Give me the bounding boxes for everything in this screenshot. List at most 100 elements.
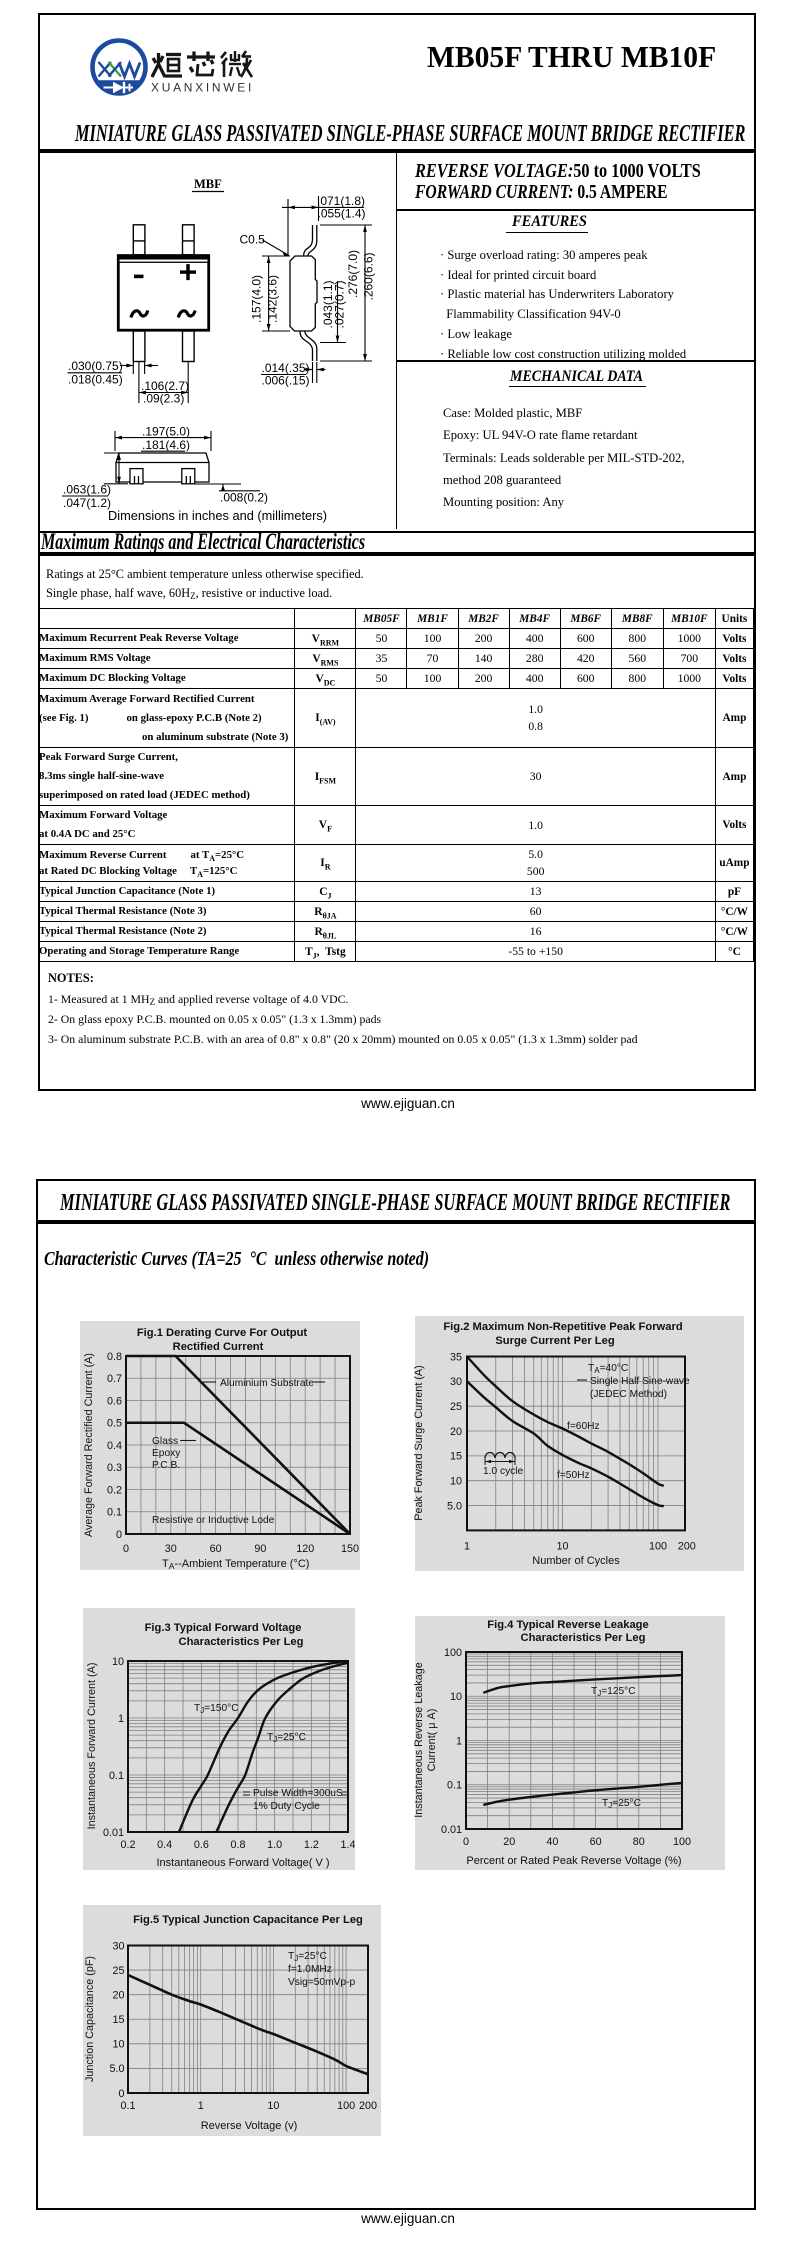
svg-text:20: 20 [503, 1836, 515, 1848]
svg-text:C0.5: C0.5 [240, 233, 266, 247]
svg-text:5.0: 5.0 [109, 2063, 124, 2075]
svg-text:1.0 cycle: 1.0 cycle [483, 1466, 524, 1477]
svg-text:0.3: 0.3 [107, 1462, 122, 1474]
svg-text:Fig.5 Typical Junction Capacit: Fig.5 Typical Junction Capacitance Per L… [133, 1914, 363, 1926]
svg-text:.027(0.7): .027(0.7) [333, 280, 347, 328]
svg-text:.063(1.6): .063(1.6) [63, 483, 111, 497]
svg-text:.106(2.7): .106(2.7) [141, 379, 189, 393]
svg-text:0.2: 0.2 [107, 1484, 122, 1496]
svg-text:.006(.15): .006(.15) [262, 374, 310, 388]
svg-text:0.01: 0.01 [441, 1824, 462, 1836]
svg-text:35: 35 [450, 1351, 462, 1363]
svg-text:Surge Current Per Leg: Surge Current Per Leg [495, 1335, 615, 1347]
svg-text:0.01: 0.01 [103, 1827, 124, 1839]
svg-text:1: 1 [456, 1735, 462, 1747]
svg-text:0.8: 0.8 [107, 1351, 122, 1363]
svg-text:60: 60 [210, 1543, 222, 1555]
svg-text:Peak Forward Surge Current (A): Peak Forward Surge Current (A) [413, 1365, 425, 1520]
svg-text:1: 1 [198, 2100, 204, 2112]
svg-text:0.4: 0.4 [157, 1839, 172, 1851]
svg-text:f=1.0MHz: f=1.0MHz [288, 1964, 332, 1975]
svg-text:Dimensions in inches and (mill: Dimensions in inches and (millimeters) [108, 508, 327, 523]
svg-text:Vsig=50mVp-p: Vsig=50mVp-p [288, 1977, 355, 1988]
svg-text:TJ=150°C: TJ=150°C [194, 1703, 239, 1715]
svg-text:Fig.4 Typical Reverse Leakage: Fig.4 Typical Reverse Leakage [487, 1619, 648, 1631]
svg-text:Epoxy: Epoxy [152, 1448, 181, 1459]
svg-text:0: 0 [463, 1836, 469, 1848]
svg-text:0.6: 0.6 [107, 1395, 122, 1407]
svg-text:.260(6.6): .260(6.6) [362, 252, 376, 300]
svg-text:.142(3.6): .142(3.6) [266, 275, 280, 323]
svg-text:Glass: Glass [152, 1436, 178, 1447]
svg-text:0.2: 0.2 [120, 1839, 135, 1851]
svg-text:40: 40 [546, 1836, 558, 1848]
svg-text:10: 10 [267, 2100, 279, 2112]
svg-text:Instantaneous Reverse Leakage: Instantaneous Reverse Leakage [413, 1662, 425, 1817]
svg-text:Current( μ A): Current( μ A) [426, 1709, 438, 1772]
svg-text:.043(1.1): .043(1.1) [321, 280, 335, 328]
svg-text:100: 100 [444, 1647, 462, 1659]
svg-text:0: 0 [118, 2088, 124, 2100]
svg-text:.276(7.0): .276(7.0) [346, 250, 360, 298]
svg-text:Fig.3 Typical Forward Voltage: Fig.3 Typical Forward Voltage [145, 1622, 302, 1634]
svg-text:.008(0.2): .008(0.2) [220, 491, 268, 505]
svg-text:0.5: 0.5 [107, 1418, 122, 1430]
svg-text:10: 10 [112, 1656, 124, 1668]
svg-text:150: 150 [341, 1543, 359, 1555]
svg-text:30: 30 [112, 1940, 124, 1952]
svg-text:Instantaneous Forward Voltage(: Instantaneous Forward Voltage( V ) [156, 1857, 329, 1869]
svg-text:1: 1 [118, 1713, 124, 1725]
svg-text:Percent or Rated Peak Reverse: Percent or Rated Peak Reverse Voltage (%… [466, 1855, 681, 1867]
svg-text:20: 20 [450, 1426, 462, 1438]
svg-text:.018(0.45): .018(0.45) [68, 373, 123, 387]
svg-text:TJ=25°C: TJ=25°C [602, 1798, 641, 1810]
svg-text:0.1: 0.1 [120, 2100, 135, 2112]
svg-text:Pulse Width=300uS: Pulse Width=300uS [253, 1788, 343, 1799]
svg-text:TJ=25°C: TJ=25°C [288, 1951, 327, 1963]
svg-text:.047(1.2): .047(1.2) [63, 496, 111, 510]
svg-text:.071(1.8): .071(1.8) [317, 194, 365, 208]
svg-text:0.8: 0.8 [230, 1839, 245, 1851]
svg-text:TA--Ambient Temperature (°C): TA--Ambient Temperature (°C) [162, 1558, 309, 1571]
svg-text:Aluminium Substrate: Aluminium Substrate [220, 1378, 314, 1389]
svg-text:60: 60 [590, 1836, 602, 1848]
svg-text:10: 10 [450, 1691, 462, 1703]
svg-text:0.1: 0.1 [447, 1780, 462, 1792]
svg-text:100: 100 [673, 1836, 691, 1848]
svg-text:Average Forward Rectified Curr: Average Forward Rectified Current (A) [83, 1353, 95, 1537]
svg-text:5.0: 5.0 [447, 1500, 462, 1512]
svg-text:Junction Capacitance (pF): Junction Capacitance (pF) [84, 1956, 96, 2082]
svg-text:.055(1.4): .055(1.4) [318, 207, 366, 221]
svg-text:.181(4.6): .181(4.6) [142, 438, 190, 452]
svg-text:200: 200 [678, 1540, 696, 1552]
svg-text:1.0: 1.0 [267, 1839, 282, 1851]
svg-text:0.6: 0.6 [194, 1839, 209, 1851]
svg-text:.09(2.3): .09(2.3) [143, 392, 184, 406]
svg-text:1.2: 1.2 [304, 1839, 319, 1851]
svg-text:0: 0 [123, 1543, 129, 1555]
svg-text:Reverse Voltage (v): Reverse Voltage (v) [201, 2120, 298, 2132]
svg-text:Rectified Current: Rectified Current [173, 1341, 264, 1353]
svg-text:.014(.35): .014(.35) [262, 361, 310, 375]
svg-text:0.1: 0.1 [107, 1507, 122, 1519]
svg-text:20: 20 [112, 1989, 124, 2001]
svg-text:1.4: 1.4 [340, 1839, 355, 1851]
svg-text:.030(0.75): .030(0.75) [68, 359, 123, 373]
svg-text:1% Duty Cycle: 1% Duty Cycle [253, 1801, 320, 1812]
svg-text:25: 25 [450, 1401, 462, 1413]
svg-text:90: 90 [254, 1543, 266, 1555]
svg-text:100: 100 [649, 1540, 667, 1552]
svg-text:(JEDEC Method): (JEDEC Method) [590, 1389, 667, 1400]
svg-text:Fig.2 Maximum Non-Repetitive P: Fig.2 Maximum Non-Repetitive Peak Forwar… [443, 1321, 683, 1333]
svg-text:0.7: 0.7 [107, 1373, 122, 1385]
svg-text:P.C.B.: P.C.B. [152, 1460, 180, 1471]
svg-text:0.1: 0.1 [109, 1770, 124, 1782]
svg-text:.157(4.0): .157(4.0) [250, 275, 264, 323]
svg-text:15: 15 [450, 1451, 462, 1463]
svg-text:MBF: MBF [194, 177, 222, 191]
svg-text:0: 0 [116, 1529, 122, 1541]
svg-text:100: 100 [337, 2100, 355, 2112]
svg-text:30: 30 [165, 1543, 177, 1555]
svg-text:TJ=25°C: TJ=25°C [267, 1732, 306, 1744]
svg-text:15: 15 [112, 2014, 124, 2026]
